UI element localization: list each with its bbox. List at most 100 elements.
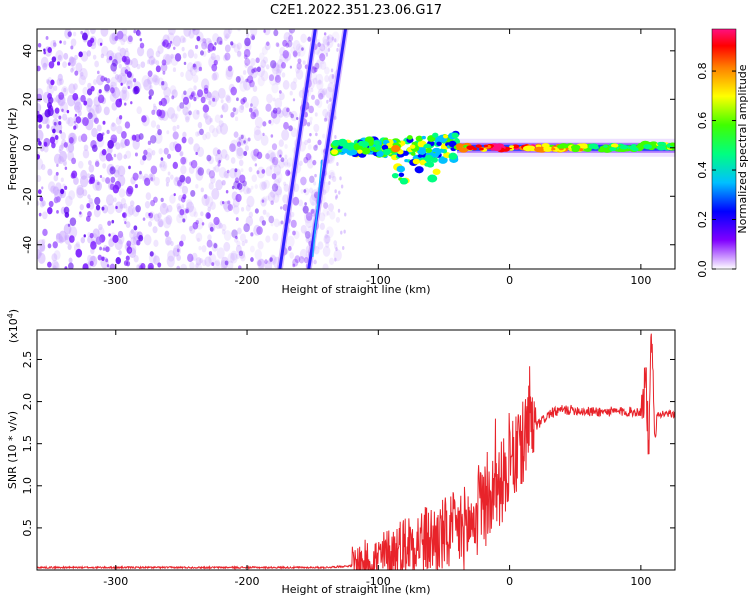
noise-blob <box>49 136 56 144</box>
noise-blob <box>187 253 194 263</box>
noise-blob <box>180 156 187 165</box>
noise-blob <box>101 256 105 261</box>
noise-speck <box>330 171 335 179</box>
noise-speck <box>226 260 234 269</box>
noise-speck <box>126 34 134 45</box>
noise-speck <box>215 125 223 135</box>
noise-speck <box>313 246 320 255</box>
noise-blob <box>68 136 74 144</box>
noise-speck <box>274 171 283 184</box>
noise-blob <box>313 144 318 151</box>
noise-blob <box>43 141 48 147</box>
noise-speck <box>165 176 171 184</box>
noise-speck <box>326 210 330 216</box>
noise-speck <box>52 97 57 103</box>
noise-blob <box>47 243 52 249</box>
noise-speck <box>158 148 163 155</box>
noise-speck <box>211 72 218 81</box>
noise-blob <box>183 61 187 66</box>
noise-speck <box>334 189 337 194</box>
noise-blob <box>310 208 315 214</box>
noise-speck <box>230 250 238 261</box>
noise-speck <box>281 129 290 141</box>
noise-blob <box>99 42 103 46</box>
noise-blob <box>164 230 170 237</box>
noise-speck <box>133 255 139 263</box>
noise-blob <box>39 196 44 202</box>
noise-blob <box>161 59 167 66</box>
noise-speck <box>282 106 291 118</box>
noise-blob <box>151 109 156 116</box>
noise-speck <box>129 200 135 207</box>
noise-speck <box>237 29 241 32</box>
noise-speck <box>221 229 226 235</box>
noise-speck <box>88 160 92 166</box>
noise-blob <box>37 42 42 48</box>
y-tick-label: -40 <box>21 236 34 254</box>
noise-speck <box>55 233 63 243</box>
noise-speck <box>208 100 212 106</box>
noise-blob <box>134 87 138 92</box>
noise-speck <box>284 144 288 149</box>
noise-blob <box>323 117 328 122</box>
noise-blob <box>296 62 302 70</box>
noise-speck <box>181 185 189 195</box>
noise-speck <box>326 230 330 235</box>
noise-blob <box>200 50 204 56</box>
noise-speck <box>212 127 219 138</box>
noise-blob <box>51 142 56 149</box>
noise-speck <box>172 35 181 47</box>
noise-speck <box>253 125 261 136</box>
noise-speck <box>310 71 318 81</box>
noise-speck <box>281 72 286 78</box>
noise-blob <box>270 200 274 206</box>
noise-blob <box>179 174 186 183</box>
noise-speck <box>41 238 46 245</box>
noise-blob <box>292 50 298 57</box>
noise-blob <box>208 170 216 179</box>
noise-speck <box>77 110 82 117</box>
noise-blob <box>182 96 190 105</box>
noise-speck <box>188 136 194 145</box>
noise-blob <box>72 93 79 101</box>
noise-speck <box>193 85 197 91</box>
noise-speck <box>172 125 177 132</box>
noise-speck <box>86 173 91 179</box>
noise-speck <box>218 167 227 179</box>
noise-speck <box>240 207 245 212</box>
signal-core <box>478 147 484 151</box>
noise-blob <box>286 107 290 113</box>
noise-speck <box>167 204 173 213</box>
noise-blob <box>80 94 86 103</box>
noise-blob <box>136 30 142 37</box>
noise-speck <box>252 85 258 92</box>
noise-blob <box>288 34 294 42</box>
signal-blob <box>442 134 449 139</box>
noise-blob <box>235 193 242 203</box>
noise-blob <box>309 132 312 137</box>
noise-blob <box>225 190 229 194</box>
noise-blob <box>206 154 212 162</box>
noise-speck <box>197 237 200 242</box>
noise-speck <box>322 108 329 118</box>
noise-blob <box>317 139 322 146</box>
noise-speck <box>334 38 337 43</box>
noise-speck <box>152 74 158 83</box>
noise-speck <box>328 169 336 181</box>
noise-speck <box>306 153 313 163</box>
noise-speck <box>293 51 298 59</box>
signal-blob <box>407 135 413 140</box>
noise-speck <box>195 263 199 268</box>
noise-blob <box>124 121 131 129</box>
noise-speck <box>218 222 223 229</box>
noise-speck <box>334 195 338 200</box>
noise-speck <box>45 118 50 125</box>
noise-speck <box>266 212 270 218</box>
noise-speck <box>73 83 78 90</box>
noise-speck <box>130 236 137 246</box>
noise-blob <box>268 215 275 224</box>
noise-blob <box>181 136 187 144</box>
noise-speck <box>159 160 168 172</box>
noise-speck <box>277 149 283 157</box>
noise-speck <box>80 236 86 244</box>
